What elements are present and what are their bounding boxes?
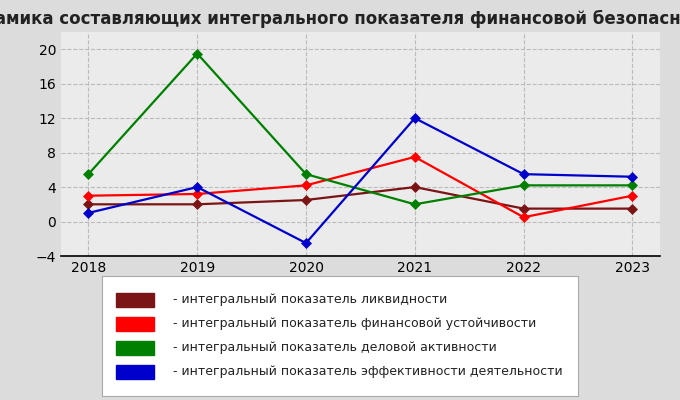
Text: - интегральный показатель финансовой устойчивости: - интегральный показатель финансовой уст…: [169, 318, 536, 330]
Bar: [116, 293, 154, 307]
Text: - интегральный показатель ликвидности: - интегральный показатель ликвидности: [169, 294, 447, 306]
Bar: [116, 365, 154, 379]
Bar: [116, 341, 154, 355]
Text: - интегральный показатель эффективности деятельности: - интегральный показатель эффективности …: [169, 366, 562, 378]
Text: - интегральный показатель деловой активности: - интегральный показатель деловой активн…: [169, 342, 496, 354]
Text: Динамика составляющих интегрального показателя финансовой безопасности: Динамика составляющих интегрального пока…: [0, 10, 680, 28]
Bar: [116, 317, 154, 331]
